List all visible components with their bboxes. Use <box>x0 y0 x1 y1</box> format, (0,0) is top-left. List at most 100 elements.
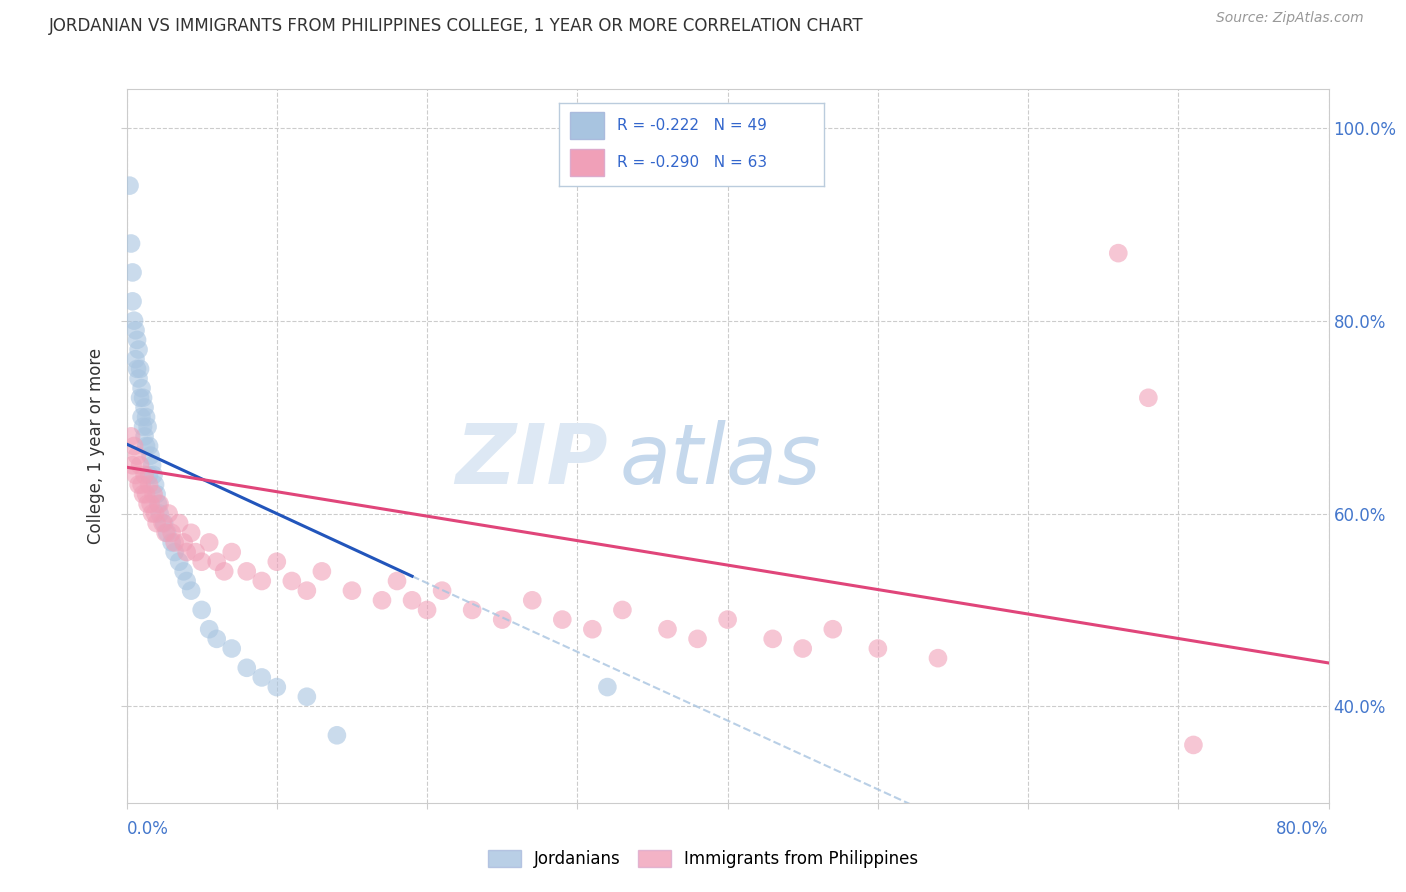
Point <box>205 632 228 646</box>
Point <box>131 381 153 395</box>
Point <box>139 497 162 511</box>
Point <box>139 449 162 463</box>
Point <box>762 632 785 646</box>
Text: JORDANIAN VS IMMIGRANTS FROM PHILIPPINES COLLEGE, 1 YEAR OR MORE CORRELATION CHA: JORDANIAN VS IMMIGRANTS FROM PHILIPPINES… <box>49 17 863 35</box>
Point <box>122 439 145 453</box>
Point <box>129 458 152 473</box>
Point <box>149 507 172 521</box>
Point <box>212 565 235 579</box>
Point <box>146 497 169 511</box>
Point <box>190 603 212 617</box>
Point <box>1182 738 1205 752</box>
Point <box>250 670 273 684</box>
Point <box>142 467 165 482</box>
Point <box>927 651 949 665</box>
Point <box>124 352 146 367</box>
Point <box>143 477 166 491</box>
Point <box>143 507 166 521</box>
Point <box>160 525 183 540</box>
Point <box>163 535 186 549</box>
Point <box>125 333 148 347</box>
Point <box>461 603 484 617</box>
Point <box>221 545 243 559</box>
Point <box>136 497 159 511</box>
Point <box>152 516 174 530</box>
Text: 80.0%: 80.0% <box>1277 820 1329 838</box>
Point <box>134 401 156 415</box>
Point <box>176 574 198 588</box>
Point <box>340 583 363 598</box>
Point <box>128 371 150 385</box>
Point <box>138 477 160 491</box>
Point <box>124 323 146 337</box>
Point <box>198 622 221 636</box>
Point <box>792 641 814 656</box>
Point <box>121 458 143 473</box>
Point <box>657 622 679 636</box>
Point <box>141 458 163 473</box>
Point <box>198 535 221 549</box>
Point <box>176 545 198 559</box>
Point <box>596 680 619 694</box>
Point <box>1137 391 1160 405</box>
Point <box>295 690 318 704</box>
Point <box>266 555 288 569</box>
Point <box>385 574 408 588</box>
Point <box>120 429 142 443</box>
Point <box>155 525 177 540</box>
Point <box>221 641 243 656</box>
Point <box>131 410 153 425</box>
Point <box>173 565 195 579</box>
Legend: Jordanians, Immigrants from Philippines: Jordanians, Immigrants from Philippines <box>481 843 925 875</box>
Point <box>551 613 574 627</box>
Point <box>121 265 143 279</box>
Point <box>1107 246 1129 260</box>
Text: 0.0%: 0.0% <box>127 820 169 838</box>
Point <box>136 419 159 434</box>
Point <box>156 525 179 540</box>
Point <box>173 535 195 549</box>
Point <box>266 680 288 694</box>
Point <box>134 467 156 482</box>
Point <box>145 516 167 530</box>
Text: Source: ZipAtlas.com: Source: ZipAtlas.com <box>1216 12 1364 25</box>
Point <box>134 429 156 443</box>
Point <box>135 439 157 453</box>
Point <box>491 613 513 627</box>
Point <box>129 391 152 405</box>
Point <box>821 622 844 636</box>
Point <box>416 603 439 617</box>
Point <box>131 477 153 491</box>
Point <box>141 507 163 521</box>
Point <box>153 516 176 530</box>
Text: atlas: atlas <box>620 420 821 500</box>
Point <box>235 661 259 675</box>
Point <box>686 632 709 646</box>
Point <box>128 477 150 491</box>
Point <box>716 613 740 627</box>
Point <box>160 535 183 549</box>
Point <box>180 583 202 598</box>
Point <box>135 410 157 425</box>
Point <box>250 574 273 588</box>
Point <box>612 603 634 617</box>
Point <box>295 583 318 598</box>
Text: ZIP: ZIP <box>454 420 607 500</box>
Point <box>184 545 207 559</box>
Point <box>120 236 142 251</box>
Point <box>121 294 143 309</box>
Point <box>401 593 423 607</box>
Point <box>135 487 157 501</box>
Point <box>581 622 603 636</box>
Point <box>163 545 186 559</box>
Point <box>129 362 152 376</box>
Point <box>138 467 160 482</box>
Point <box>124 467 146 482</box>
Point <box>167 555 190 569</box>
Point <box>167 516 190 530</box>
Point <box>311 565 333 579</box>
Point <box>522 593 544 607</box>
Point <box>149 497 172 511</box>
Point <box>866 641 889 656</box>
Point <box>235 565 259 579</box>
